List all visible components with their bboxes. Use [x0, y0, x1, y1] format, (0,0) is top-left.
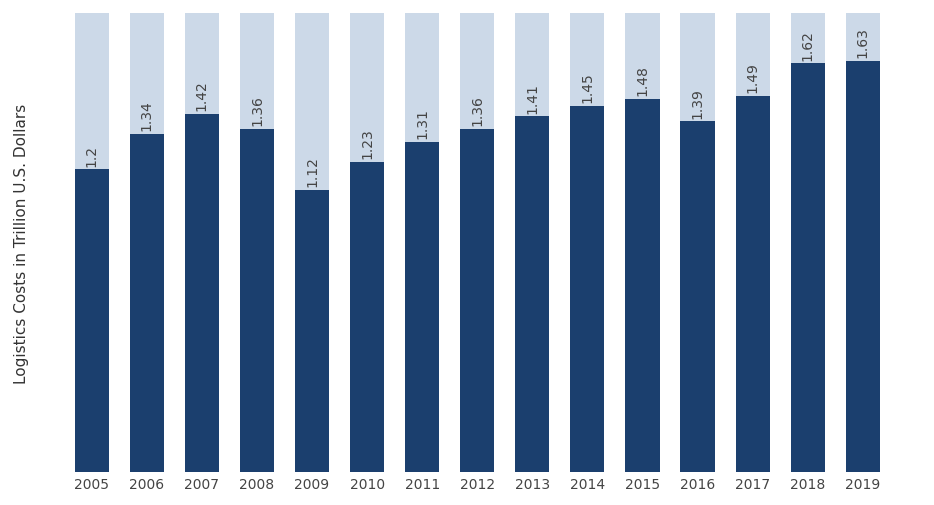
Bar	[185, 115, 219, 472]
Bar	[516, 117, 549, 472]
Bar	[460, 14, 494, 472]
Bar	[681, 122, 715, 472]
Bar	[75, 14, 109, 472]
Text: 1.31: 1.31	[416, 108, 430, 138]
Text: 1.36: 1.36	[471, 95, 484, 126]
Text: 1.41: 1.41	[525, 82, 539, 113]
Text: 1.2: 1.2	[85, 144, 99, 166]
Bar	[845, 14, 880, 472]
Y-axis label: Logistics Costs in Trillion U.S. Dollars: Logistics Costs in Trillion U.S. Dollars	[14, 103, 29, 383]
Bar	[405, 142, 439, 472]
Bar	[240, 14, 274, 472]
Text: 1.23: 1.23	[361, 128, 375, 159]
Text: 1.39: 1.39	[690, 87, 704, 118]
Bar	[681, 14, 715, 472]
Bar	[626, 99, 659, 472]
Bar	[736, 14, 770, 472]
Bar	[130, 14, 164, 472]
Bar	[185, 14, 219, 472]
Text: 1.63: 1.63	[856, 27, 870, 58]
Text: 1.12: 1.12	[305, 156, 319, 186]
Bar	[571, 14, 604, 472]
Bar	[626, 14, 659, 472]
Text: 1.62: 1.62	[800, 30, 814, 61]
Bar	[75, 170, 109, 472]
Text: 1.36: 1.36	[250, 95, 264, 126]
Bar	[791, 14, 825, 472]
Bar	[350, 14, 384, 472]
Text: 1.42: 1.42	[195, 80, 209, 111]
Bar	[130, 135, 164, 472]
Bar	[350, 163, 384, 472]
Bar	[845, 62, 880, 472]
Bar	[736, 97, 770, 472]
Bar	[295, 14, 329, 472]
Text: 1.49: 1.49	[745, 63, 759, 93]
Text: 1.48: 1.48	[635, 65, 649, 96]
Bar	[516, 14, 549, 472]
Bar	[240, 130, 274, 472]
Text: 1.45: 1.45	[580, 73, 594, 104]
Bar	[405, 14, 439, 472]
Bar	[791, 64, 825, 472]
Bar	[571, 107, 604, 472]
Bar	[295, 190, 329, 472]
Bar	[460, 130, 494, 472]
Text: 1.34: 1.34	[140, 100, 154, 131]
